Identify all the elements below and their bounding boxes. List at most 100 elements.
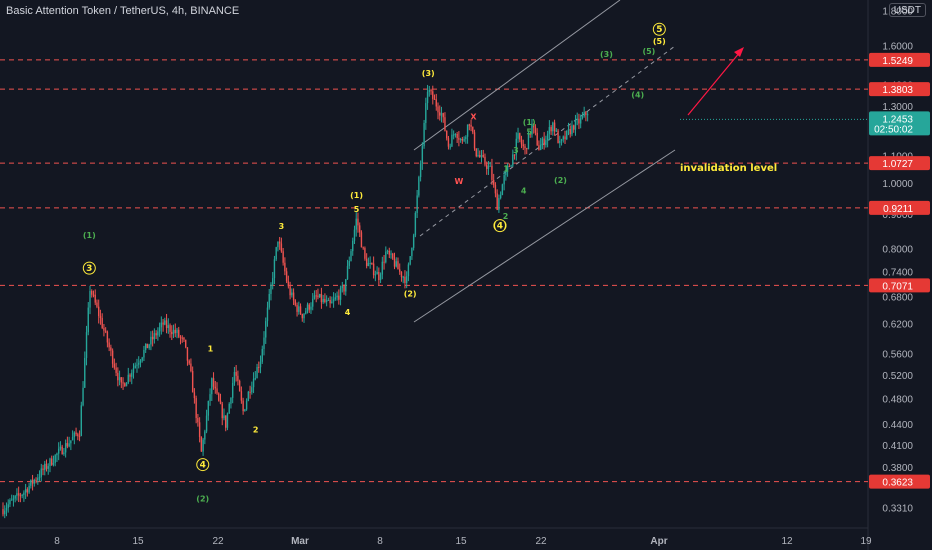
candle-body — [513, 154, 516, 156]
candle-body — [522, 144, 524, 147]
candle-body — [560, 139, 563, 142]
candle-body — [499, 195, 502, 199]
candle-body — [285, 271, 288, 282]
candle-body — [209, 394, 211, 401]
candle-body — [221, 403, 223, 419]
candle-body — [47, 466, 49, 469]
wave-label: (5) — [653, 37, 666, 46]
candle-body — [4, 510, 6, 515]
candle-body — [150, 336, 152, 345]
candle-body — [78, 436, 81, 438]
candle-body — [524, 146, 526, 149]
invalidation-annotation: invalidation level — [680, 163, 777, 174]
candle-body — [165, 320, 168, 329]
candle-body — [125, 382, 128, 387]
chart-title: Basic Attention Token / TetherUS, 4h, BI… — [6, 5, 240, 17]
candle-body — [585, 112, 587, 115]
candle-body — [129, 374, 131, 377]
candle-body — [164, 320, 166, 325]
channel-midline — [419, 45, 676, 237]
candle-body — [418, 177, 420, 196]
candle-body — [393, 258, 396, 267]
candle-body — [423, 122, 425, 147]
price-tick-label: 0.5200 — [882, 371, 913, 382]
candle-body — [82, 387, 84, 406]
candle-body — [506, 166, 509, 171]
candle-body — [519, 133, 521, 140]
wave-label: 1 — [503, 165, 509, 174]
candles — [2, 84, 589, 519]
candle-body — [545, 140, 547, 146]
candle-body — [583, 112, 585, 117]
candle-body — [492, 179, 495, 185]
candle-body — [272, 278, 274, 285]
candle-body — [378, 271, 380, 281]
candle-body — [350, 251, 352, 262]
candle-body — [252, 378, 255, 388]
candle-body — [106, 331, 109, 343]
candle-body — [318, 294, 321, 298]
candle-body — [96, 302, 98, 307]
time-tick-label: 15 — [132, 536, 144, 547]
candle-body — [529, 133, 531, 135]
wave-label: (3) — [600, 50, 613, 59]
candle-body — [186, 347, 189, 361]
candle-body — [216, 388, 218, 394]
candle-body — [59, 446, 62, 449]
wave-label: (3) — [422, 69, 435, 78]
candle-body — [334, 297, 337, 300]
candle-body — [14, 495, 16, 499]
candle-body — [104, 330, 107, 332]
candle-body — [573, 125, 575, 130]
candle-body — [190, 363, 192, 372]
level-badge — [869, 52, 930, 67]
candle-body — [273, 259, 276, 279]
candle-body — [26, 489, 29, 493]
time-tick-label: 22 — [212, 536, 224, 547]
wave-label: X — [470, 112, 477, 121]
candle-body — [458, 138, 460, 140]
candle-body — [238, 380, 241, 392]
candle-body — [118, 377, 121, 381]
candle-body — [167, 325, 169, 329]
candle-body — [191, 371, 194, 393]
level-label: 1.5249 — [882, 56, 913, 67]
candle-body — [426, 91, 429, 104]
candle-body — [430, 90, 432, 92]
candle-body — [353, 229, 356, 241]
candle-body — [244, 409, 246, 412]
candle-body — [99, 316, 102, 318]
candle-body — [320, 294, 323, 303]
candle-body — [211, 378, 213, 395]
candle-body — [550, 127, 552, 132]
candle-body — [294, 300, 297, 305]
candle-body — [38, 476, 41, 478]
candle-body — [198, 422, 201, 437]
candle-body — [111, 350, 114, 364]
candle-body — [371, 262, 373, 264]
candle-body — [195, 398, 197, 418]
candle-body — [237, 375, 239, 381]
candle-body — [171, 331, 173, 335]
candle-body — [487, 165, 490, 169]
candle-body — [251, 387, 253, 393]
candle-body — [419, 163, 422, 178]
countdown-label: 02:50:02 — [874, 124, 913, 135]
candle-body — [392, 253, 394, 259]
candle-body — [153, 333, 156, 340]
price-tick-label: 0.6800 — [882, 292, 913, 303]
candle-body — [172, 329, 175, 335]
candle-body — [411, 247, 413, 257]
channel-line — [413, 0, 621, 151]
candle-body — [359, 225, 361, 233]
price-tick-label: 0.7400 — [882, 268, 913, 279]
candle-body — [75, 432, 77, 435]
candle-body — [395, 261, 397, 267]
candle-body — [579, 118, 582, 124]
candle-body — [355, 218, 357, 230]
time-tick-label: 12 — [781, 536, 793, 547]
candle-body — [138, 362, 140, 365]
candle-body — [539, 144, 542, 151]
currency-button[interactable]: USDT — [888, 3, 926, 17]
